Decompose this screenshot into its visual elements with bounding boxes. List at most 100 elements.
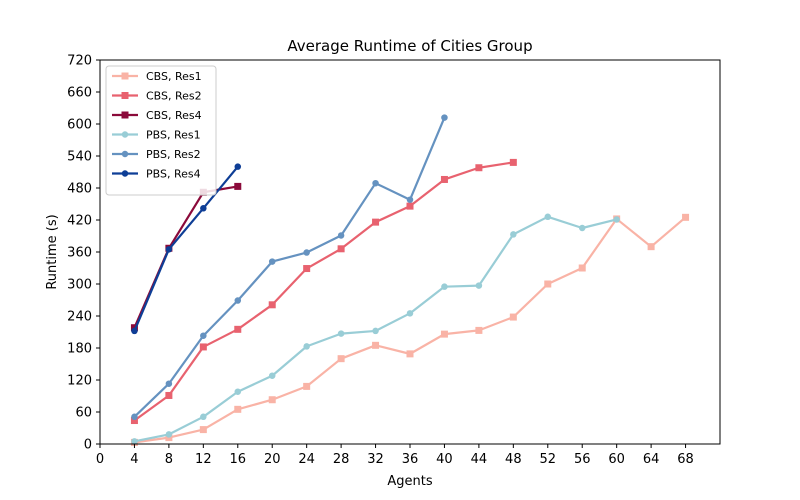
data-point (303, 249, 310, 256)
data-point (234, 405, 242, 413)
data-point (303, 343, 310, 350)
data-point (372, 327, 379, 335)
y-tick-label: 420 (67, 214, 92, 229)
data-point (268, 372, 276, 379)
legend-item: CBS, Res2 (112, 90, 202, 103)
data-point (234, 297, 242, 304)
data-point (441, 114, 448, 121)
y-tick-label: 240 (67, 310, 92, 325)
legend-swatch-marker (121, 72, 129, 80)
data-point (200, 205, 207, 212)
data-point (337, 245, 345, 253)
y-tick-label: 300 (67, 278, 92, 293)
series-line (133, 165, 239, 332)
data-point (130, 417, 138, 425)
series-line (133, 185, 238, 329)
data-point (509, 158, 517, 166)
x-tick-label: 48 (505, 452, 522, 467)
data-point (406, 310, 414, 317)
legend-swatch-marker (121, 131, 129, 138)
data-point (268, 258, 276, 265)
y-tick-label: 600 (67, 118, 92, 133)
legend-frame (105, 65, 217, 196)
data-point (475, 282, 483, 289)
series-line (134, 216, 687, 444)
y-axis: 0 60 120 180 240 300 360 420 480 540 600 660 720 (67, 54, 100, 453)
chart-title: Average Runtime of Cities Group (287, 37, 532, 55)
data-point (578, 224, 586, 232)
data-point (509, 313, 517, 321)
x-tick-label: 52 (540, 452, 557, 467)
legend-item: PBS, Res1 (112, 129, 201, 142)
y-tick-label: 480 (67, 182, 92, 197)
data-point (268, 301, 276, 309)
series-2 (130, 182, 242, 332)
x-tick-label: 24 (298, 452, 315, 467)
x-axis-label: Agents (387, 474, 432, 489)
x-tick-label: 36 (402, 452, 419, 467)
data-point (234, 163, 242, 170)
data-point (372, 179, 379, 187)
data-point (234, 182, 242, 190)
data-point (440, 175, 448, 183)
data-point (200, 413, 207, 421)
x-tick-label: 28 (333, 452, 350, 467)
series-1 (130, 158, 517, 425)
legend-item: CBS, Res1 (112, 70, 202, 83)
data-point (234, 325, 242, 333)
data-point (475, 326, 483, 334)
data-point (165, 246, 173, 253)
legend-label: CBS, Res1 (146, 70, 202, 83)
y-axis-label: Runtime (s) (45, 214, 60, 289)
data-point (475, 164, 483, 172)
data-point (578, 264, 586, 272)
data-point (544, 280, 552, 288)
data-point (440, 330, 448, 338)
data-point (199, 426, 207, 434)
series-4 (131, 114, 448, 421)
data-point (200, 332, 207, 339)
data-point (199, 343, 207, 351)
data-point (406, 350, 414, 358)
x-tick-label: 40 (436, 452, 453, 467)
y-tick-label: 660 (67, 86, 92, 101)
y-tick-label: 540 (67, 150, 92, 165)
data-point (406, 196, 414, 203)
x-tick-label: 32 (367, 452, 384, 467)
x-tick-label: 60 (608, 452, 625, 467)
data-point (303, 382, 311, 390)
legend-label: PBS, Res1 (146, 129, 201, 142)
legend: CBS, Res1 CBS, Res2 CBS, Res4 PBS, Res1 PBS,… (105, 65, 217, 196)
legend-label: CBS, Res2 (146, 90, 202, 103)
y-tick-label: 0 (84, 438, 92, 453)
x-tick-label: 4 (130, 452, 138, 467)
series-0 (130, 213, 690, 446)
data-point (337, 330, 345, 337)
legend-swatch-marker (121, 150, 129, 158)
legend-label: PBS, Res4 (146, 168, 201, 181)
x-tick-label: 16 (230, 452, 247, 467)
data-point (165, 380, 173, 387)
legend-swatch-marker (121, 111, 129, 119)
data-point (165, 391, 173, 399)
y-tick-label: 60 (75, 406, 92, 421)
legend-item: PBS, Res2 (112, 148, 201, 161)
data-point (441, 283, 448, 290)
x-tick-label: 44 (471, 452, 488, 467)
x-tick-label: 56 (574, 452, 591, 467)
data-point (613, 216, 620, 223)
data-point (131, 413, 138, 421)
data-point (372, 341, 380, 349)
legend-swatch-marker (121, 170, 129, 177)
legend-item: PBS, Res4 (112, 168, 201, 181)
data-point (337, 232, 345, 239)
x-tick-label: 12 (195, 452, 212, 467)
x-axis: 0 4 8 12 16 20 24 28 32 36 40 44 48 52 56 60 64 68 (96, 444, 694, 467)
data-point (131, 327, 138, 335)
data-point (234, 388, 242, 395)
data-point (337, 355, 345, 363)
legend-item: CBS, Res4 (112, 109, 202, 122)
series-line (133, 117, 446, 418)
y-tick-label: 120 (67, 374, 92, 389)
